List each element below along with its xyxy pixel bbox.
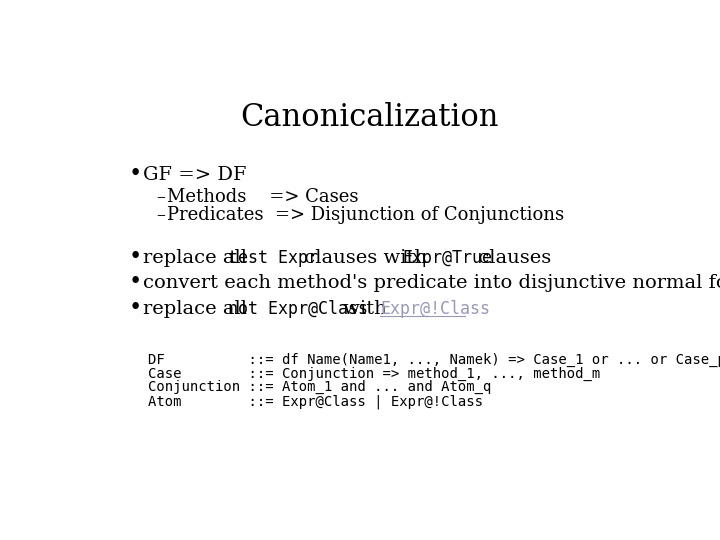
Text: DF          ::= df Name(Name1, ..., Namek) => Case_1 or ... or Case_p: DF ::= df Name(Name1, ..., Namek) => Cas… bbox=[148, 353, 720, 367]
Text: –: – bbox=[156, 188, 165, 206]
Text: replace all: replace all bbox=[143, 249, 253, 267]
Text: Methods    => Cases: Methods => Cases bbox=[167, 188, 359, 206]
Text: Expr@!Class: Expr@!Class bbox=[380, 300, 490, 318]
Text: not Expr@Class: not Expr@Class bbox=[228, 300, 368, 318]
Text: GF => DF: GF => DF bbox=[143, 166, 246, 184]
Text: replace all: replace all bbox=[143, 300, 253, 318]
Text: with: with bbox=[337, 300, 392, 318]
Text: Atom        ::= Expr@Class | Expr@!Class: Atom ::= Expr@Class | Expr@!Class bbox=[148, 394, 483, 409]
Text: Expr@True: Expr@True bbox=[402, 249, 492, 267]
Text: test Expr: test Expr bbox=[228, 249, 318, 267]
Text: Case        ::= Conjunction => method_1, ..., method_m: Case ::= Conjunction => method_1, ..., m… bbox=[148, 367, 600, 381]
Text: •: • bbox=[129, 246, 142, 268]
Text: –: – bbox=[156, 206, 165, 224]
Text: Canonicalization: Canonicalization bbox=[240, 102, 498, 133]
Text: clauses with: clauses with bbox=[298, 249, 433, 267]
Text: Conjunction ::= Atom_1 and ... and Atom_q: Conjunction ::= Atom_1 and ... and Atom_… bbox=[148, 380, 492, 394]
Text: convert each method's predicate into disjunctive normal form: convert each method's predicate into dis… bbox=[143, 274, 720, 292]
Text: •: • bbox=[129, 163, 142, 185]
Text: •: • bbox=[129, 271, 142, 293]
Text: clauses: clauses bbox=[472, 249, 552, 267]
Text: Predicates  => Disjunction of Conjunctions: Predicates => Disjunction of Conjunction… bbox=[167, 206, 564, 224]
Text: •: • bbox=[129, 296, 142, 319]
